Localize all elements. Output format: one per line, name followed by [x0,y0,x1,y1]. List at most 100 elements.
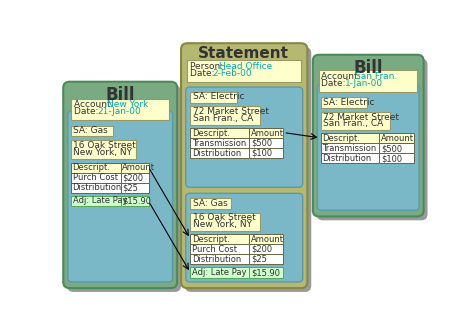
Text: San Fran.: San Fran. [355,72,397,81]
Bar [249,244,284,254]
Text: Distribution: Distribution [73,183,122,192]
Text: 16 Oak Street: 16 Oak Street [193,214,256,222]
Bar [190,128,249,138]
Text: Date:: Date: [321,79,349,88]
Bar [121,196,149,206]
FancyBboxPatch shape [186,87,303,187]
FancyBboxPatch shape [67,86,181,292]
Text: 2-Feb-00: 2-Feb-00 [213,69,252,78]
Text: Account:: Account: [74,100,116,109]
Bar [249,234,284,244]
Bar [71,99,170,120]
Text: $100: $100 [381,154,402,163]
Bar [249,148,284,158]
Text: Head Office: Head Office [219,62,272,71]
Text: Purch Cost: Purch Cost [192,245,237,254]
Text: 72 Market Street: 72 Market Street [323,113,399,121]
Text: 72 Market Street: 72 Market Street [193,107,269,116]
FancyBboxPatch shape [185,47,311,292]
Bar [190,244,249,254]
FancyBboxPatch shape [63,82,177,288]
Text: New York: New York [107,100,149,109]
Bar [71,163,121,173]
Text: San Fran., CA: San Fran., CA [323,119,383,129]
Text: 1-Jan-00: 1-Jan-00 [344,79,383,88]
Text: Descript.: Descript. [73,163,110,172]
Bar [380,143,414,153]
Text: $15.90: $15.90 [251,268,280,277]
Text: $25: $25 [251,255,266,264]
Text: Distribution: Distribution [322,154,371,163]
Text: Bill: Bill [105,86,134,104]
Bar [190,138,249,148]
Text: Adj: Late Pay: Adj: Late Pay [73,196,127,205]
Text: New York, NY: New York, NY [193,220,252,229]
Text: $25: $25 [122,183,138,192]
Bar [121,173,149,183]
Bar [190,234,249,244]
Bar [121,163,149,173]
FancyBboxPatch shape [317,84,419,210]
Bar [71,183,121,193]
Text: Date:: Date: [74,107,102,116]
Text: Amount: Amount [122,163,155,172]
Text: Descript.: Descript. [192,235,230,244]
Bar [190,254,249,264]
Text: $100: $100 [251,149,272,158]
Bar [190,198,231,209]
FancyBboxPatch shape [186,194,303,282]
Bar [190,92,237,102]
Bar [71,126,113,136]
Text: $200: $200 [251,245,272,254]
Text: $500: $500 [381,144,402,153]
Text: $200: $200 [122,173,143,182]
Text: Statement: Statement [199,46,289,61]
Bar [190,106,260,125]
Bar [380,133,414,143]
Text: Amount: Amount [381,134,414,143]
Bar [190,267,249,278]
Text: $15.90: $15.90 [122,196,151,205]
Bar [71,196,121,206]
Bar [380,153,414,163]
Bar [71,173,121,183]
Text: Distribution: Distribution [192,255,241,264]
Text: Transmission: Transmission [322,144,376,153]
FancyBboxPatch shape [313,55,424,216]
Text: Bill: Bill [353,59,382,77]
Text: 21-Jan-00: 21-Jan-00 [97,107,141,116]
FancyBboxPatch shape [317,59,428,220]
Text: SA: Electric: SA: Electric [193,92,244,101]
Bar [249,128,284,138]
Text: Person:: Person: [190,62,226,71]
Bar [321,133,380,143]
Text: 16 Oak Street: 16 Oak Street [73,141,136,150]
Bar [249,254,284,264]
Bar [321,97,367,108]
Text: Purch Cost: Purch Cost [73,173,117,182]
Bar [321,112,390,130]
FancyBboxPatch shape [181,43,307,288]
Text: SA: Electric: SA: Electric [323,98,374,107]
Text: Distribution: Distribution [192,149,241,158]
Text: Descript.: Descript. [192,129,230,138]
Bar [121,183,149,193]
Bar [190,213,260,231]
Text: Amount: Amount [251,129,284,138]
Text: Amount: Amount [251,235,284,244]
Bar [321,143,380,153]
Bar [249,138,284,148]
Text: SA: Gas: SA: Gas [73,126,108,135]
Text: Account:: Account: [321,72,364,81]
FancyBboxPatch shape [68,111,172,282]
Text: SA: Gas: SA: Gas [193,199,228,208]
Bar [321,153,380,163]
Bar [190,148,249,158]
Bar [71,140,136,159]
Bar [249,267,284,278]
Bar [187,60,301,82]
Text: Descript.: Descript. [322,134,360,143]
Text: San Fran., CA: San Fran., CA [193,114,253,123]
Bar [319,70,418,92]
Text: Transmission: Transmission [192,139,246,148]
